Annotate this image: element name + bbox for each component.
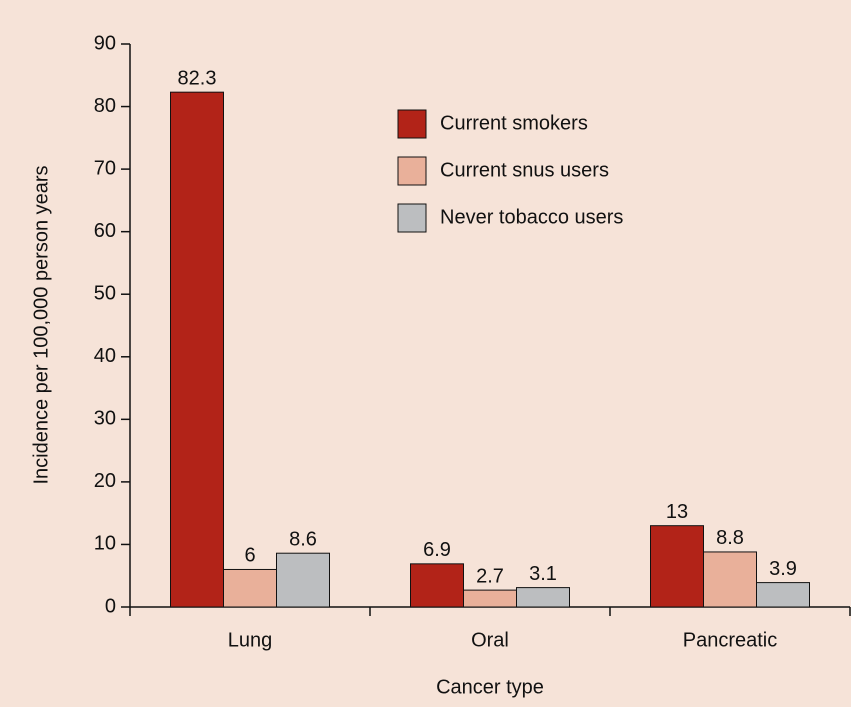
- bar: [516, 587, 570, 608]
- y-tick-label: 90: [94, 32, 116, 54]
- bar: [170, 91, 224, 608]
- data-label: 6.9: [423, 539, 451, 561]
- bar: [756, 582, 810, 608]
- y-tick-label: 20: [94, 470, 116, 492]
- x-tick-label: Lung: [228, 629, 273, 651]
- y-tick-label: 80: [94, 95, 116, 117]
- bar: [463, 589, 517, 608]
- x-tick-label: Oral: [471, 629, 509, 651]
- y-tick-label: 50: [94, 283, 116, 305]
- legend-swatch: [397, 156, 427, 186]
- y-tick-label: 40: [94, 345, 116, 367]
- bar: [276, 552, 330, 608]
- data-label: 6: [244, 545, 255, 567]
- data-label: 3.9: [769, 558, 797, 580]
- legend-label: Never tobacco users: [440, 206, 623, 228]
- bar: [223, 568, 277, 608]
- x-tick-label: Pancreatic: [683, 629, 778, 651]
- y-tick-label: 70: [94, 157, 116, 179]
- x-axis-label: Cancer type: [436, 676, 544, 698]
- bar: [650, 525, 704, 608]
- y-tick-label: 0: [105, 595, 116, 617]
- legend-label: Current snus users: [440, 159, 609, 181]
- data-label: 82.3: [178, 67, 217, 89]
- y-axis-label: Incidence per 100,000 person years: [30, 165, 52, 484]
- data-label: 3.1: [529, 563, 557, 585]
- bar: [703, 551, 757, 608]
- y-tick-label: 60: [94, 220, 116, 242]
- data-label: 2.7: [476, 565, 504, 587]
- legend-swatch: [397, 203, 427, 233]
- data-label: 8.6: [289, 528, 317, 550]
- y-tick-label: 30: [94, 408, 116, 430]
- data-label: 8.8: [716, 527, 744, 549]
- legend-swatch: [397, 109, 427, 139]
- bar: [410, 563, 464, 608]
- data-label: 13: [666, 501, 688, 523]
- legend-label: Current smokers: [440, 112, 588, 134]
- y-tick-label: 10: [94, 533, 116, 555]
